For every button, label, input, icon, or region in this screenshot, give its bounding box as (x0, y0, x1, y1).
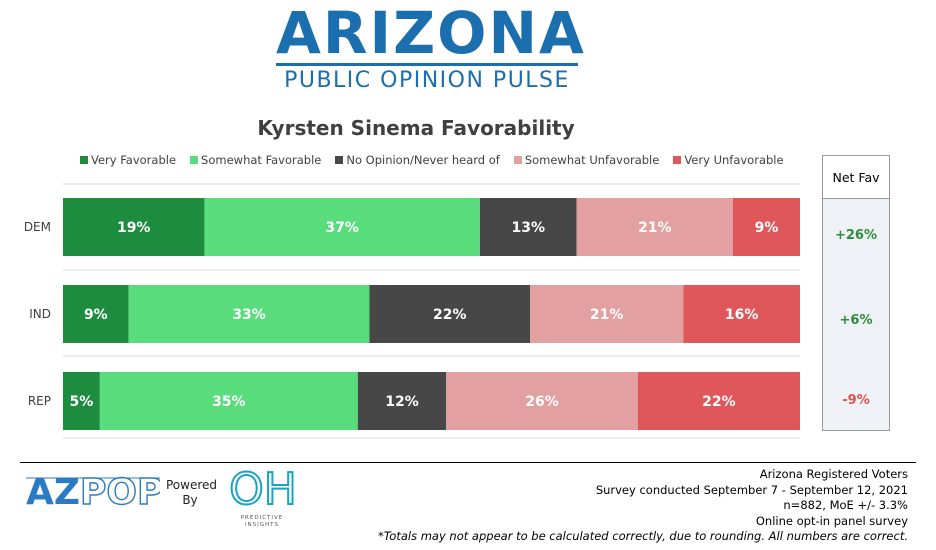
chart-title: Kyrsten Sinema Favorability (257, 116, 575, 140)
legend-label: Somewhat Favorable (201, 153, 322, 167)
data-label: 35% (212, 394, 246, 410)
net-fav-value: -9% (842, 393, 870, 408)
category-label: REP (28, 394, 51, 408)
survey-notes: Arizona Registered Voters Survey conduct… (378, 467, 908, 545)
legend-label: Very Favorable (91, 153, 177, 167)
bar-segment (446, 372, 638, 430)
category-label: DEM (24, 220, 51, 234)
note-method: Online opt-in panel survey (755, 513, 908, 528)
note-dates: Survey conducted September 7 - September… (595, 482, 908, 497)
bar-segment (357, 372, 447, 430)
data-label: 19% (117, 220, 151, 236)
legend-item: Somewhat Unfavorable (513, 152, 660, 168)
legend-item: No Opinion/Never heard of (335, 152, 500, 168)
legend-swatch (335, 156, 344, 164)
bar-segment (369, 285, 531, 343)
legend-swatch (513, 156, 522, 164)
legend-swatch (190, 156, 199, 164)
logo-subtitle: PUBLIC OPINION PULSE (284, 68, 570, 93)
oh-predictive-insights-logo: OH (228, 464, 298, 516)
legend-label: Very Unfavorable (684, 153, 784, 167)
category-label: IND (29, 307, 51, 321)
logo-rule (276, 63, 578, 66)
data-label: 37% (325, 220, 359, 236)
legend-item: Very Favorable (80, 152, 176, 168)
data-label: 5% (70, 394, 94, 410)
data-label: 21% (638, 220, 672, 236)
oh-logo-letters: OH (229, 464, 297, 515)
data-label: 12% (385, 394, 419, 410)
data-label: 26% (525, 394, 559, 410)
azpop-logo-pop: POP (80, 474, 160, 508)
azpop-logo-az: AZ (26, 474, 80, 508)
net-fav-value: +6% (839, 313, 873, 328)
stacked-bar-chart: DEM 19% 37% 13% 21% 9% IND 9% 33% 22% 21% 16% REP 5% 3… (24, 183, 800, 439)
bar-segment (479, 198, 577, 256)
powered-by: Powered By (166, 478, 218, 508)
note-sample: n=882, MoE +/- 3.3% (783, 498, 908, 512)
powered-text: Powered (166, 478, 218, 492)
data-label: 9% (84, 307, 108, 323)
bar-segment (733, 198, 800, 256)
bar-segment (128, 285, 370, 343)
logo-arizona-text: ARIZONA (276, 0, 586, 67)
bar-segment (63, 198, 205, 256)
chart-legend: Very Favorable Somewhat Favorable No Opini… (80, 152, 784, 168)
legend-item: Very Unfavorable (673, 152, 784, 168)
bar-segment (99, 372, 358, 430)
bar-segment (204, 198, 480, 256)
bar-segment (63, 285, 129, 343)
data-label: 21% (590, 307, 624, 323)
net-fav-header: Net Fav (823, 156, 889, 199)
bar-segment (530, 285, 684, 343)
data-label: 33% (232, 307, 266, 323)
bar-segment (683, 285, 800, 343)
legend-item: Somewhat Favorable (190, 152, 321, 168)
footer-divider (20, 462, 916, 463)
note-disclaimer: *Totals may not appear to be calculated … (377, 529, 908, 543)
legend-label: Somewhat Unfavorable (524, 153, 660, 167)
data-label: 16% (725, 307, 759, 323)
legend-swatch (80, 156, 88, 164)
oh-logo-text: PREDICTIVE INSIGHTS (240, 515, 284, 528)
data-label: 22% (433, 307, 467, 323)
azpop-logo: AZ POP (26, 474, 160, 508)
data-label: 13% (512, 220, 546, 236)
by-text: By (182, 493, 198, 507)
bar-segment (576, 198, 733, 256)
data-label: 9% (755, 220, 779, 236)
note-voters: Arizona Registered Voters (759, 467, 908, 481)
azpop-main-logo: ARIZONA PUBLIC OPINION PULSE (276, 0, 586, 93)
legend-swatch (673, 156, 682, 164)
bar-segment (637, 372, 800, 430)
legend-label: No Opinion/Never heard of (346, 153, 500, 167)
data-label: 22% (702, 394, 736, 410)
net-fav-value: +26% (834, 228, 877, 243)
bar-segment (63, 372, 100, 430)
net-fav-panel: Net Fav +26% +6% -9% (822, 155, 890, 431)
